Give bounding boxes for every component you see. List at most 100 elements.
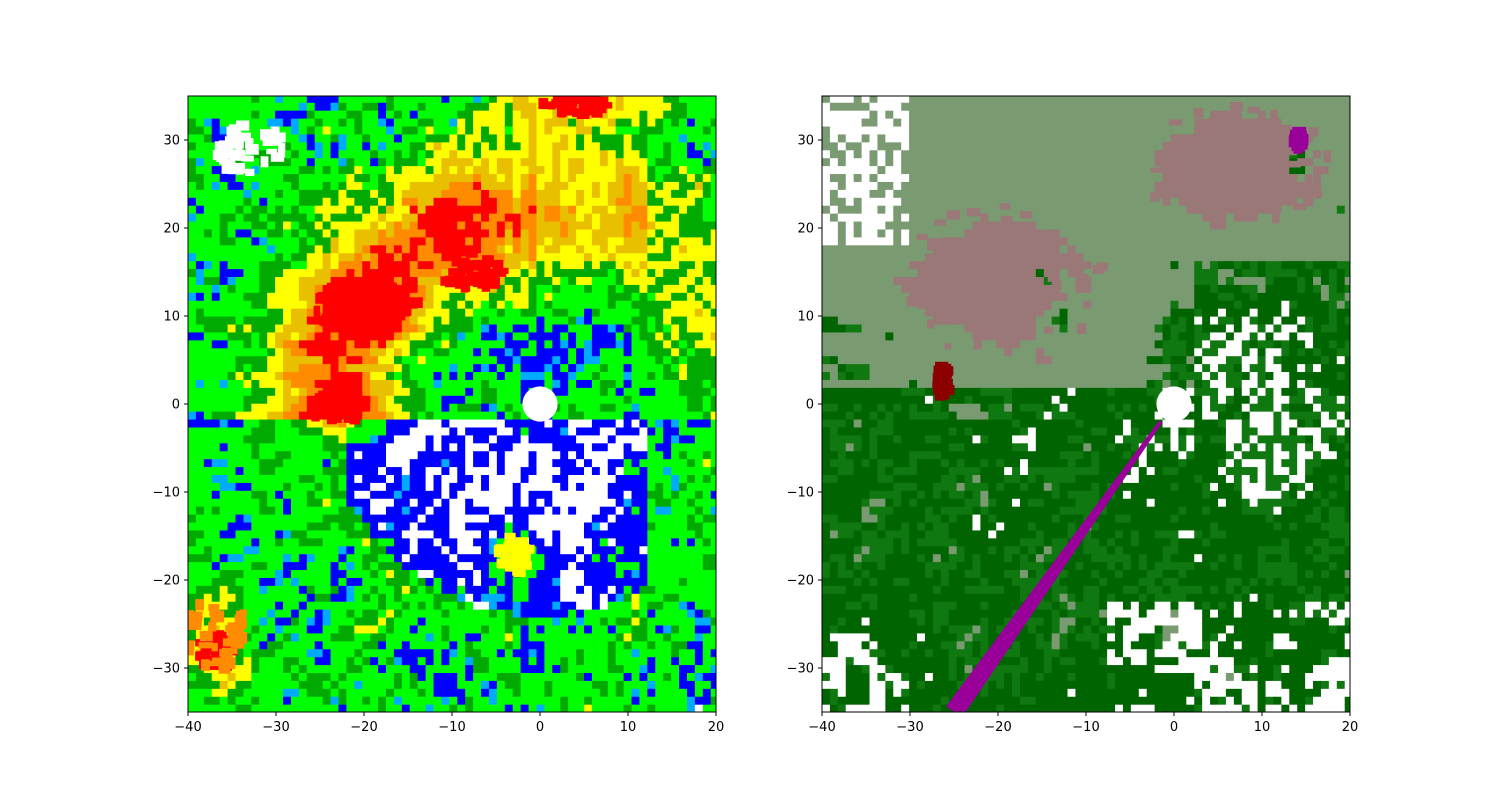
radar-cell <box>663 601 672 610</box>
radar-cell <box>346 474 355 483</box>
radar-cell <box>211 474 221 483</box>
radar-cell <box>393 213 403 222</box>
radar-cell <box>568 696 577 705</box>
radar-cell <box>512 181 522 190</box>
radar-cell <box>346 173 355 182</box>
radar-cell <box>298 355 308 365</box>
radar-cell <box>188 252 197 262</box>
radar-cell <box>528 339 538 349</box>
radar-cell <box>370 403 379 412</box>
radar-cell <box>354 616 363 626</box>
radar-cell <box>520 585 530 594</box>
radar-cell <box>512 268 522 277</box>
radar-cell <box>188 173 197 182</box>
radar-cell <box>441 125 450 135</box>
radar-cell <box>219 411 229 420</box>
radar-cell <box>449 434 458 444</box>
radar-cell <box>306 466 316 475</box>
radar-cell <box>235 236 245 246</box>
radar-cell <box>346 577 355 586</box>
radar-cell <box>647 363 656 373</box>
radar-cell <box>362 664 371 673</box>
radar-cell <box>671 601 680 610</box>
radar-cell <box>203 672 213 681</box>
radar-cell <box>346 442 355 452</box>
radar-cell <box>306 363 316 373</box>
radar-cell <box>457 395 466 404</box>
radar-cell <box>235 205 245 214</box>
radar-cell <box>425 220 435 230</box>
radar-cell <box>330 379 340 388</box>
radar-cell <box>679 379 688 388</box>
radar-cell <box>631 308 641 317</box>
radar-cell <box>386 632 395 642</box>
radar-cell <box>235 648 245 658</box>
radar-cell <box>259 506 268 515</box>
radar-cell <box>378 688 387 697</box>
radar-cell <box>235 466 245 475</box>
radar-cell <box>568 616 577 626</box>
radar-cell <box>259 545 268 555</box>
radar-cell <box>362 355 371 365</box>
radar-cell <box>211 569 221 578</box>
radar-cell <box>607 189 617 198</box>
radar-cell <box>615 521 625 531</box>
radar-cell <box>584 157 593 167</box>
radar-cell <box>560 593 569 602</box>
radar-cell <box>576 537 585 547</box>
radar-cell <box>267 498 276 507</box>
radar-cell <box>496 252 506 262</box>
radar-cell <box>496 347 506 357</box>
radar-cell <box>568 379 577 388</box>
radar-cell <box>576 133 585 143</box>
radar-cell <box>235 529 245 539</box>
radar-cell <box>560 466 569 475</box>
radar-cell <box>275 561 284 571</box>
radar-cell <box>631 498 641 507</box>
radar-cell <box>488 339 498 349</box>
radar-cell <box>275 458 284 468</box>
radar-cell <box>496 228 506 238</box>
radar-cell <box>378 450 387 460</box>
radar-cell <box>647 403 656 412</box>
radar-cell <box>481 300 490 309</box>
radar-cell <box>481 125 490 135</box>
radar-cell <box>457 498 466 507</box>
radar-cell <box>211 213 221 222</box>
radar-cell <box>195 331 205 341</box>
radar-cell <box>591 252 601 262</box>
radar-cell <box>488 434 498 444</box>
radar-cell <box>584 308 593 317</box>
radar-cell <box>283 149 292 159</box>
radar-cell <box>259 624 268 634</box>
radar-cell <box>346 284 355 293</box>
radar-cell <box>393 537 403 547</box>
radar-cell <box>655 442 664 452</box>
radar-cell <box>259 165 268 175</box>
radar-cell <box>647 688 656 697</box>
radar-cell <box>362 490 371 499</box>
radar-cell <box>393 577 403 586</box>
radar-cell <box>227 688 237 697</box>
radar-cell <box>631 640 641 650</box>
radar-cell <box>655 276 664 285</box>
radar-cell <box>647 331 656 341</box>
radar-cell <box>465 474 474 483</box>
radar-cell <box>647 347 656 357</box>
radar-cell <box>465 181 474 190</box>
radar-cell <box>473 482 482 491</box>
radar-cell <box>298 371 308 380</box>
radar-cell <box>227 371 237 380</box>
radar-cell <box>211 466 221 475</box>
radar-cell <box>267 450 276 460</box>
radar-cell <box>433 205 443 214</box>
radar-cell <box>639 181 648 190</box>
radar-cell <box>584 498 593 507</box>
radar-cell <box>544 458 553 468</box>
radar-cell <box>346 616 355 626</box>
radar-cell <box>607 244 617 254</box>
radar-cell <box>623 648 633 658</box>
radar-cell <box>686 220 696 230</box>
radar-cell <box>568 585 577 594</box>
radar-cell <box>251 442 260 452</box>
